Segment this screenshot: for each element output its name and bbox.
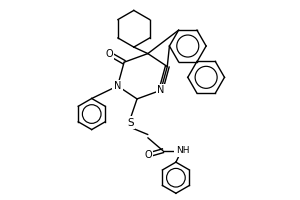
Text: N: N bbox=[157, 85, 164, 95]
Text: O: O bbox=[105, 49, 113, 59]
Text: N: N bbox=[114, 81, 121, 91]
Text: O: O bbox=[144, 150, 152, 160]
Text: NH: NH bbox=[176, 146, 189, 155]
Text: S: S bbox=[127, 118, 134, 128]
